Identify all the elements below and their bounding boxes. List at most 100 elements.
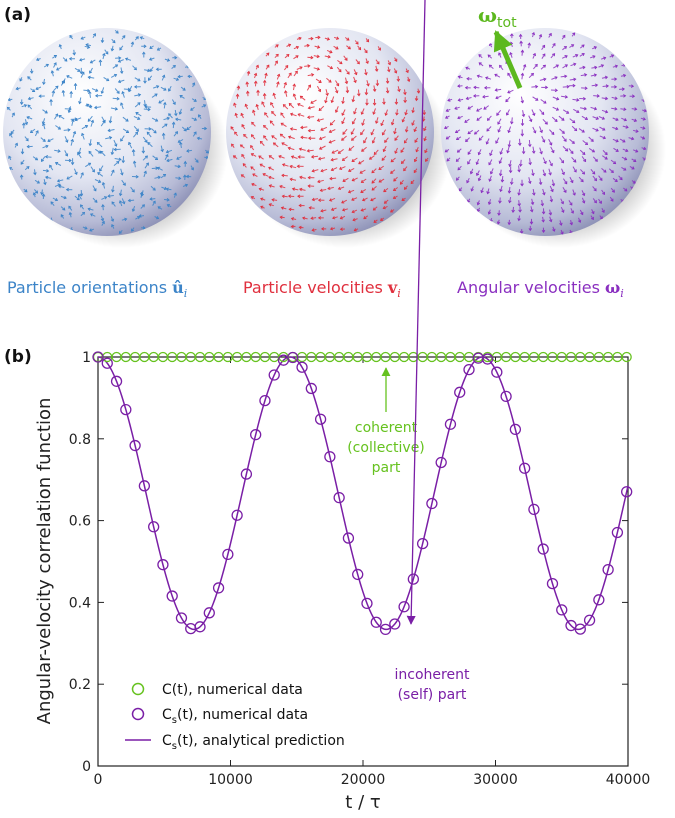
field-arrow-head xyxy=(330,99,334,104)
field-arrow xyxy=(518,165,520,172)
field-arrow-head xyxy=(186,149,190,153)
field-arrow xyxy=(28,97,34,100)
field-arrow-head xyxy=(310,36,314,41)
field-arrow-head xyxy=(295,45,300,50)
field-arrow xyxy=(153,85,159,89)
field-arrow-head xyxy=(370,198,374,202)
field-arrow xyxy=(268,176,275,180)
field-arrow xyxy=(41,156,46,162)
field-arrow-head xyxy=(307,115,311,119)
field-arrow-head xyxy=(478,137,482,141)
field-arrow-head xyxy=(564,181,568,185)
field-arrow xyxy=(552,106,559,111)
field-arrow-head xyxy=(240,174,244,178)
field-arrow xyxy=(375,59,380,65)
field-arrow xyxy=(135,216,140,220)
field-arrow-head xyxy=(308,136,312,141)
field-arrow xyxy=(88,76,95,79)
field-arrow xyxy=(562,178,568,184)
field-arrow-head xyxy=(375,120,379,124)
field-arrow-head xyxy=(172,101,176,106)
field-arrow-head xyxy=(552,42,556,47)
field-arrow-head xyxy=(392,196,397,200)
field-arrow xyxy=(540,64,546,70)
field-arrow xyxy=(579,66,586,69)
field-arrow-head xyxy=(341,120,345,125)
field-arrow-head xyxy=(234,131,238,135)
field-arrow xyxy=(342,208,348,211)
field-arrow-head xyxy=(114,107,119,111)
field-arrow-head xyxy=(454,106,458,110)
field-arrow-head xyxy=(121,90,125,95)
incoherent-point xyxy=(110,375,123,387)
field-arrow xyxy=(599,135,606,139)
field-arrow xyxy=(403,166,408,171)
field-arrow xyxy=(541,53,546,59)
field-arrow xyxy=(80,212,85,217)
field-arrow-head xyxy=(321,227,325,231)
field-arrow xyxy=(489,175,492,182)
field-arrow xyxy=(260,141,265,146)
field-arrow-head xyxy=(518,209,522,213)
field-arrow xyxy=(251,153,257,157)
field-arrow xyxy=(290,178,297,181)
field-arrow-head xyxy=(38,94,42,98)
field-arrow xyxy=(611,96,618,100)
incoherent-point xyxy=(194,621,206,633)
field-arrow-head xyxy=(642,117,646,121)
field-arrow xyxy=(373,149,379,155)
field-arrow-head xyxy=(310,55,314,60)
field-arrow-head xyxy=(135,36,139,40)
field-arrow xyxy=(271,111,277,117)
field-arrow xyxy=(542,188,545,195)
field-arrow xyxy=(369,155,375,160)
field-arrow xyxy=(258,155,264,160)
incoherent-point xyxy=(556,604,568,616)
field-arrow xyxy=(631,108,637,110)
field-arrow-head xyxy=(593,178,598,182)
field-arrow-head xyxy=(131,149,136,153)
field-arrow xyxy=(599,126,606,131)
field-arrow-head xyxy=(196,136,200,141)
field-arrow xyxy=(610,159,616,164)
field-arrow-head xyxy=(328,140,332,144)
field-arrow xyxy=(578,128,585,133)
field-arrow-head xyxy=(473,94,477,98)
field-arrow-head xyxy=(374,68,379,72)
field-arrow-head xyxy=(456,149,461,153)
field-arrow-head xyxy=(255,64,259,68)
field-arrow xyxy=(390,157,396,163)
legend-label-incoherent: Cs(t), numerical data xyxy=(162,707,308,726)
field-arrow xyxy=(393,176,398,182)
field-arrow-head xyxy=(173,192,177,196)
field-arrow-head xyxy=(115,64,119,68)
field-arrow-head xyxy=(7,97,11,102)
incoherent-point xyxy=(379,623,392,636)
field-arrow-head xyxy=(250,134,255,138)
field-arrow xyxy=(55,162,62,166)
field-arrow xyxy=(307,74,314,77)
field-arrow-head xyxy=(631,136,635,141)
field-arrow xyxy=(390,169,396,174)
field-arrow xyxy=(43,63,49,68)
field-arrow xyxy=(90,59,96,64)
field-arrow xyxy=(473,86,480,89)
field-arrow-head xyxy=(395,112,399,116)
field-arrow-head xyxy=(631,166,635,170)
field-arrow-head xyxy=(297,194,301,199)
incoherent-point xyxy=(92,351,104,363)
field-arrow xyxy=(612,138,619,142)
field-arrow xyxy=(243,134,248,139)
field-arrow xyxy=(133,125,139,132)
field-arrow xyxy=(72,131,76,138)
field-arrow xyxy=(241,124,246,130)
field-arrow-head xyxy=(50,70,55,74)
field-arrow-head xyxy=(233,102,237,106)
field-arrow-head xyxy=(551,183,556,187)
field-arrow-head xyxy=(260,205,264,209)
field-arrow-head xyxy=(444,115,449,119)
field-arrow-head xyxy=(143,170,147,174)
field-arrow-head xyxy=(110,48,115,52)
field-arrow xyxy=(393,68,397,74)
field-arrow xyxy=(532,126,536,134)
